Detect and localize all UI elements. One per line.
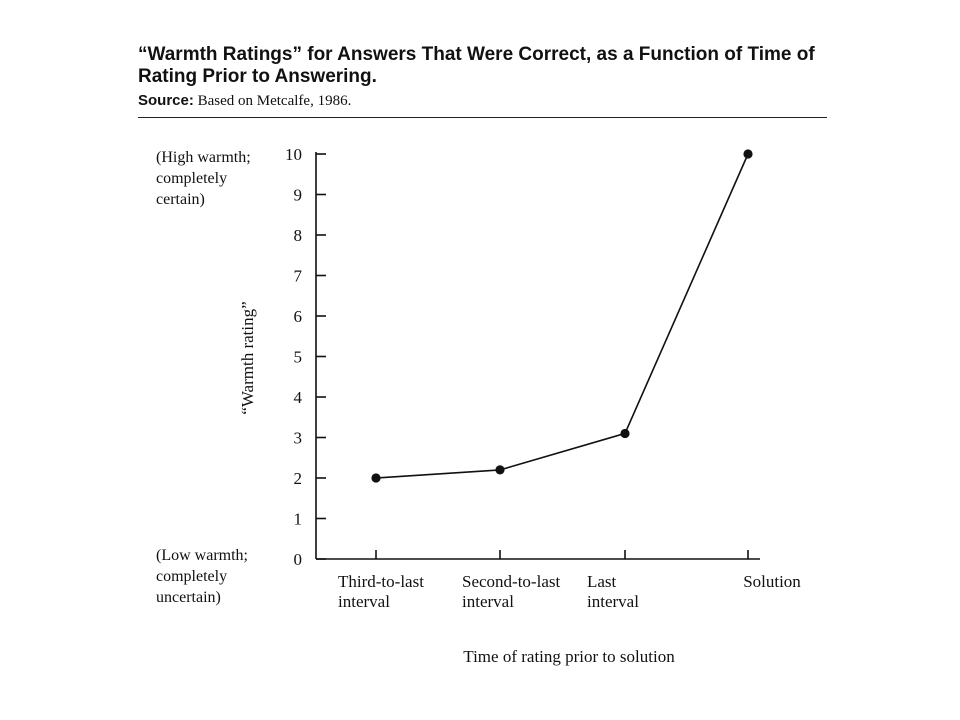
y-tick-label: 9 bbox=[294, 186, 303, 205]
plot-area bbox=[371, 149, 753, 483]
source-note: Source: Based on Metcalfe, 1986. bbox=[138, 92, 351, 110]
header-divider bbox=[138, 117, 827, 118]
data-point bbox=[495, 465, 505, 475]
low-warmth-annotation: (Low warmth; completely uncertain) bbox=[156, 547, 248, 606]
y-tick-label: 5 bbox=[294, 348, 303, 367]
x-tick-label: Solution bbox=[743, 572, 801, 591]
y-tick-label: 2 bbox=[294, 469, 303, 488]
y-tick-label: 10 bbox=[285, 145, 302, 164]
x-tick-label: Last interval bbox=[587, 572, 639, 611]
y-tick-label: 8 bbox=[294, 226, 303, 245]
y-tick-label: 0 bbox=[294, 550, 303, 569]
y-tick-label: 7 bbox=[294, 267, 303, 286]
y-axis-title: “Warmth rating” bbox=[238, 301, 257, 414]
x-tick-label: Second-to-last interval bbox=[462, 572, 560, 611]
chart-title: “Warmth Ratings” for Answers That Were C… bbox=[138, 44, 815, 87]
x-axis: Third-to-last interval Second-to-last inter… bbox=[316, 550, 801, 666]
x-tick-label: Third-to-last interval bbox=[338, 572, 424, 611]
y-tick-label: 4 bbox=[294, 388, 303, 407]
high-warmth-annotation: (High warmth; completely certain) bbox=[156, 149, 251, 208]
data-point bbox=[620, 428, 630, 439]
y-tick-label: 6 bbox=[294, 307, 303, 326]
data-point bbox=[743, 149, 753, 159]
source-text: Based on Metcalfe, 1986. bbox=[193, 93, 352, 109]
source-label: Source: bbox=[138, 92, 194, 109]
y-tick-label: 3 bbox=[294, 429, 303, 448]
x-axis-title: Time of rating prior to solution bbox=[463, 647, 675, 666]
y-axis: 0 1 2 3 4 5 6 7 8 9 10 “Warmth rating” bbox=[238, 145, 326, 569]
y-tick-label: 1 bbox=[294, 510, 303, 529]
series-line bbox=[375, 153, 749, 479]
data-point bbox=[371, 473, 381, 483]
